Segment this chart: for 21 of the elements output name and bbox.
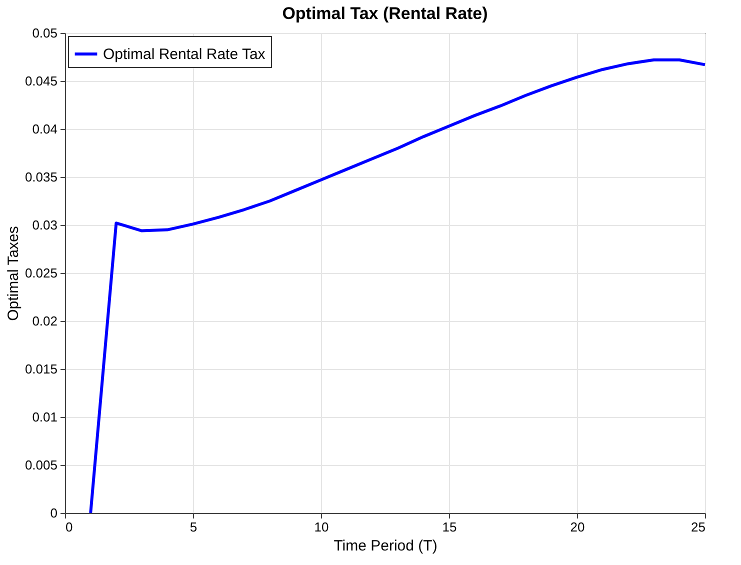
y-tick-label: 0.015 <box>24 362 58 376</box>
chart-title: Optimal Tax (Rental Rate) <box>282 4 488 23</box>
y-tick-label: 0.05 <box>32 26 58 40</box>
x-tick-label: 0 <box>66 520 73 534</box>
y-axis-title: Optimal Taxes <box>4 226 22 321</box>
y-tick-label: 0.005 <box>24 458 58 472</box>
y-tick-label: 0.03 <box>32 218 58 232</box>
x-tick-label: 5 <box>190 520 198 534</box>
y-tick-label: 0 <box>50 506 58 520</box>
x-tick-label: 20 <box>570 520 585 534</box>
x-tick-label: 25 <box>691 520 706 534</box>
y-tick-label: 0.01 <box>32 410 58 424</box>
legend-label: Optimal Rental Rate Tax <box>103 46 266 63</box>
y-tick-label: 0.035 <box>24 170 58 184</box>
x-tick-label: 10 <box>314 520 329 534</box>
y-tick-label: 0.045 <box>24 74 58 88</box>
x-axis-title: Time Period (T) <box>334 538 438 554</box>
y-tick-label: 0.04 <box>32 122 58 136</box>
y-tick-label: 0.025 <box>24 266 58 280</box>
y-tick-label: 0.02 <box>32 314 58 328</box>
x-tick-label: 15 <box>442 520 457 534</box>
